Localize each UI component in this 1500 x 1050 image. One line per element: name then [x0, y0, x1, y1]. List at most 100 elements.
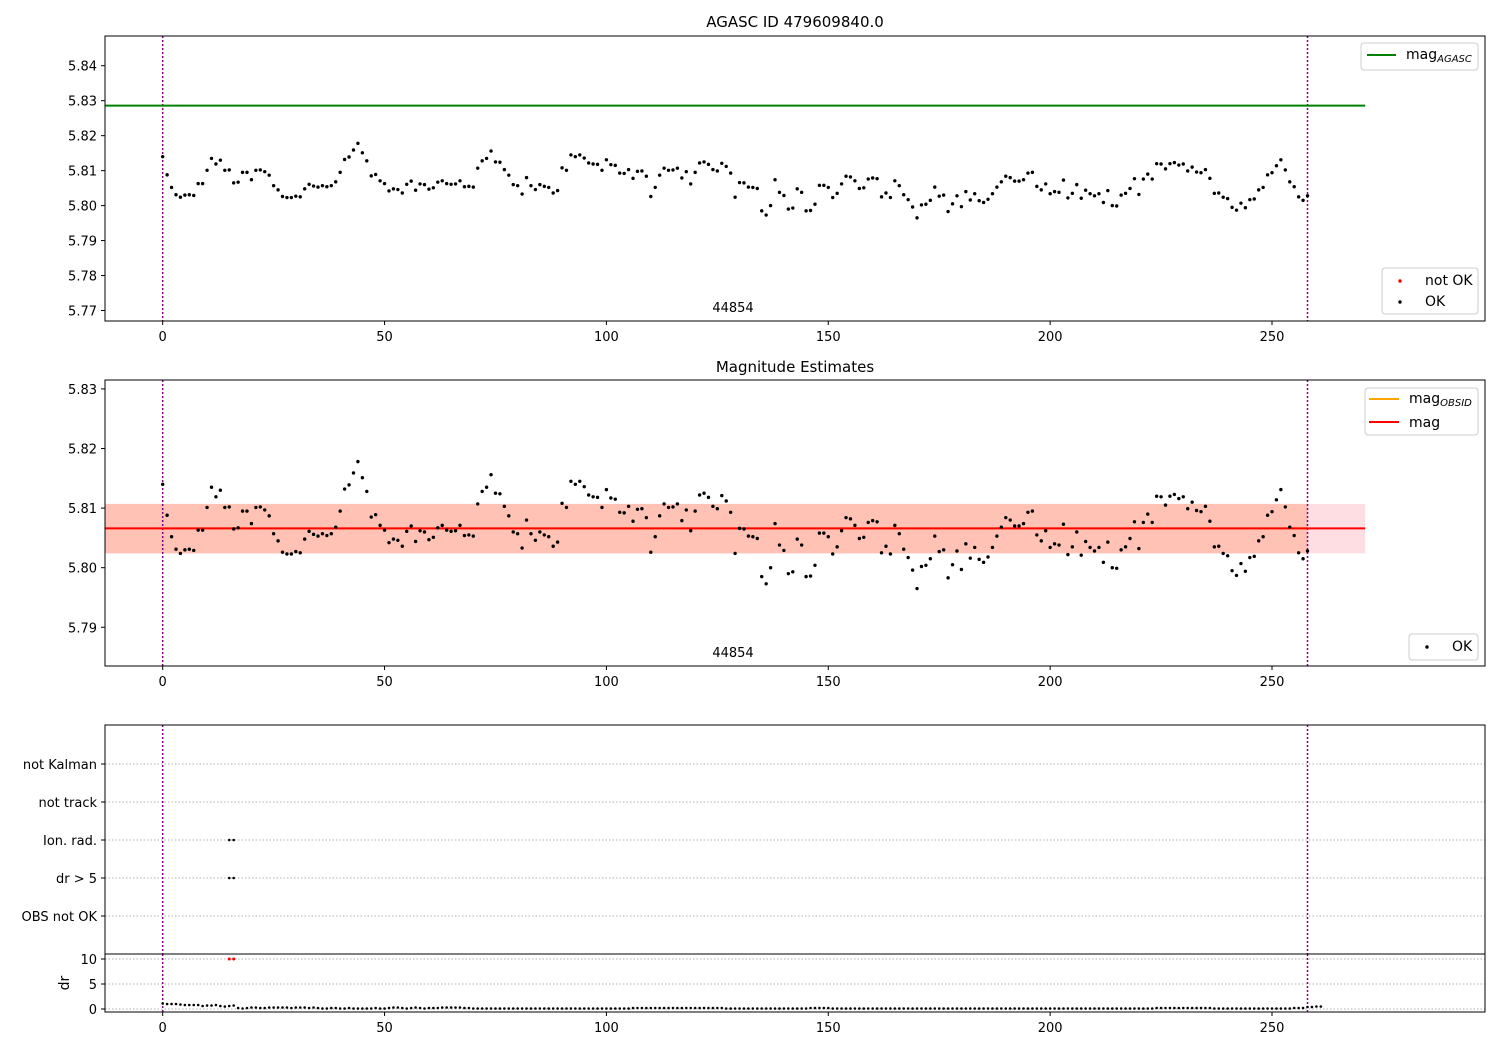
- mag-point: [387, 189, 391, 193]
- mag-estimate-point: [799, 543, 804, 547]
- mag-point: [1252, 197, 1256, 201]
- mag-estimate-point: [1190, 500, 1194, 504]
- mag-estimate-point: [937, 549, 941, 554]
- dr-point: [875, 1007, 879, 1010]
- mag-estimate-point: [413, 539, 418, 544]
- mag-estimate-point: [1186, 507, 1190, 511]
- dr-point: [920, 1007, 923, 1010]
- dr-point: [1044, 1007, 1048, 1010]
- mag-estimate-point: [666, 505, 671, 510]
- dr-point: [547, 1007, 551, 1010]
- mag-estimate-point: [675, 502, 680, 506]
- dr-point: [1031, 1007, 1034, 1010]
- mag-point: [507, 173, 511, 177]
- dr-point: [933, 1007, 937, 1010]
- mag-estimate-point: [192, 548, 196, 553]
- mag-point: [223, 168, 227, 172]
- mag-point: [613, 163, 617, 168]
- dr-point: [538, 1007, 542, 1010]
- legend-mag-obsid-label: magOBSID: [1409, 391, 1472, 409]
- dr-point: [1319, 1005, 1323, 1008]
- dr-point: [529, 1007, 533, 1010]
- mag-estimate-point: [1026, 510, 1030, 514]
- dr-point: [609, 1007, 613, 1010]
- mag-estimate-point: [1115, 566, 1119, 570]
- mag-point: [569, 153, 573, 157]
- mag-point: [338, 170, 342, 175]
- dr-point: [1066, 1007, 1070, 1010]
- mag-point: [684, 169, 688, 174]
- dr-point: [995, 1007, 999, 1010]
- dr-point: [902, 1007, 906, 1010]
- mag-point: [857, 186, 862, 191]
- mag-estimate-point: [1079, 553, 1083, 557]
- mag-point: [1154, 161, 1159, 166]
- mag-point: [547, 185, 551, 190]
- dr-point: [471, 1007, 475, 1010]
- mag-estimate-point: [1070, 545, 1075, 549]
- mag-point: [218, 158, 223, 162]
- dr-point: [1124, 1007, 1127, 1010]
- mag-estimate-point: [737, 526, 742, 531]
- mag-point: [431, 186, 436, 190]
- mag-estimate-point: [1256, 539, 1261, 543]
- mag-point: [1208, 176, 1212, 181]
- x-tick-label: 200: [1038, 330, 1063, 345]
- mag-point: [786, 207, 791, 211]
- dr-point: [1022, 1007, 1025, 1010]
- dr-point: [1204, 1006, 1207, 1010]
- dr-point: [591, 1007, 595, 1010]
- mag-estimate-point: [919, 564, 924, 569]
- mag-point: [751, 185, 755, 190]
- mag-estimate-point: [977, 557, 981, 562]
- x-tick-label: 250: [1260, 330, 1285, 345]
- mag-point: [640, 169, 644, 173]
- mag-point: [582, 156, 586, 160]
- mag-point: [831, 195, 835, 200]
- mag-point: [369, 174, 373, 178]
- flag-category-label: not Kalman: [23, 758, 97, 773]
- dr-point: [551, 1007, 555, 1010]
- mag-estimate-point: [1137, 546, 1141, 551]
- mag-estimate-point: [613, 497, 617, 501]
- mag-estimate-point: [382, 528, 387, 532]
- mag-estimate-point: [365, 489, 369, 494]
- mag-point: [1079, 196, 1083, 200]
- mag-point: [1106, 188, 1110, 193]
- mag-estimate-point: [1261, 535, 1265, 539]
- dr-point: [977, 1007, 981, 1010]
- mag-point: [254, 168, 258, 172]
- x-tick-label: 50: [376, 675, 393, 690]
- mag-point: [267, 173, 271, 177]
- mag-point: [1186, 169, 1190, 173]
- mag-point: [657, 173, 662, 177]
- mag-estimate-point: [910, 568, 915, 572]
- mag-point: [551, 191, 555, 195]
- y-tick-label: 5.80: [68, 200, 97, 215]
- mag-estimate-point: [471, 534, 475, 538]
- dr-point: [1195, 1006, 1198, 1010]
- dr-point: [702, 1006, 706, 1010]
- mag-point: [1150, 177, 1154, 181]
- x-tick-label: 0: [159, 1021, 167, 1036]
- mag-estimate-point: [1092, 549, 1097, 553]
- x-tick-label: 250: [1260, 675, 1285, 690]
- flag-point: [232, 876, 235, 880]
- mag-estimate-point: [418, 529, 422, 533]
- mag-estimate-point: [298, 551, 302, 555]
- mag-point: [902, 193, 906, 197]
- mag-point: [839, 182, 844, 186]
- mag-estimate-point: [702, 491, 706, 495]
- mag-estimate-point: [387, 540, 391, 545]
- mag-point: [231, 181, 236, 185]
- mag-estimate-point: [551, 544, 555, 548]
- mag-estimate-point: [1194, 508, 1199, 513]
- dr-point: [649, 1006, 653, 1010]
- mag-point: [236, 180, 240, 184]
- dr-point: [897, 1007, 901, 1010]
- mag-estimate-point: [600, 505, 604, 510]
- mag-point: [1212, 191, 1217, 196]
- mag-point: [799, 190, 804, 195]
- dr-point: [449, 1006, 453, 1009]
- mag-point: [1172, 160, 1177, 165]
